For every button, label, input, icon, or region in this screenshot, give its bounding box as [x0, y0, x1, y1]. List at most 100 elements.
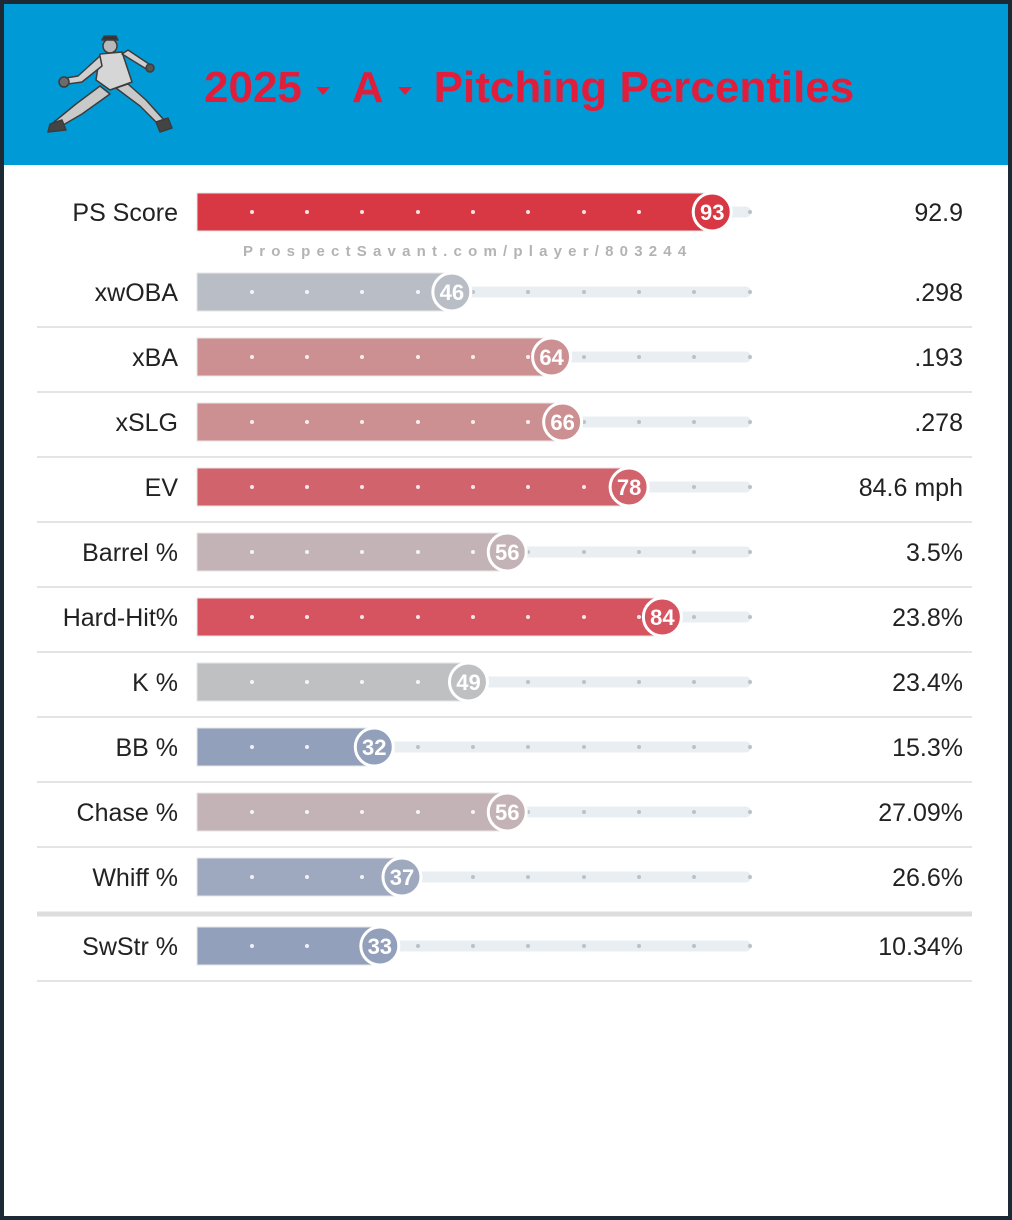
tick-dot — [637, 944, 641, 948]
bar-swstr — [196, 926, 381, 966]
year-selector[interactable]: 2025 — [204, 63, 330, 113]
tick-dot — [360, 210, 364, 214]
year-label: 2025 — [204, 63, 302, 112]
tick-dot — [250, 745, 254, 749]
tick-dot — [305, 875, 309, 879]
tick-dot — [360, 290, 364, 294]
level-selector[interactable]: A — [352, 63, 412, 113]
tick-dot — [526, 944, 530, 948]
tick-dot — [360, 680, 364, 684]
tick-dot — [250, 944, 254, 948]
badge-barrel — [486, 531, 528, 573]
tick-dot — [250, 680, 254, 684]
badge-value-hard-hit: 84 — [650, 605, 675, 630]
tick-dot — [305, 290, 309, 294]
tick-dot — [526, 420, 530, 424]
badge-value-xslg: 66 — [550, 410, 574, 435]
tick-dot — [582, 810, 586, 814]
bar-xba — [196, 337, 553, 377]
badge-value-bb: 32 — [362, 735, 386, 760]
header: 2025 A Pitching Percentiles — [4, 4, 1008, 165]
tick-dot — [416, 550, 420, 554]
tick-dot — [471, 944, 475, 948]
badge-whiff — [381, 856, 423, 898]
tick-dot — [582, 680, 586, 684]
badge-xba — [531, 336, 573, 378]
stat-k: 23.4% — [892, 669, 963, 697]
stat-chase: 27.09% — [878, 799, 963, 827]
tick-dot — [526, 680, 530, 684]
tick-dot — [748, 550, 752, 554]
tick-dot — [748, 210, 752, 214]
tick-dot — [305, 485, 309, 489]
stat-ps-score: 92.9 — [914, 199, 963, 227]
tick-dot — [360, 810, 364, 814]
badge-ps-score — [691, 191, 733, 233]
tick-dot — [305, 810, 309, 814]
bar-k — [196, 662, 469, 702]
tick-dot — [748, 420, 752, 424]
bar-xslg — [196, 402, 564, 442]
tick-dot — [416, 290, 420, 294]
tick-dot — [748, 810, 752, 814]
stat-swstr: 10.34% — [878, 933, 963, 961]
tick-dot — [250, 615, 254, 619]
tick-dot — [416, 810, 420, 814]
tick-dot — [360, 615, 364, 619]
tick-dot — [692, 355, 696, 359]
tick-dot — [582, 944, 586, 948]
tick-dot — [582, 550, 586, 554]
tick-dot — [360, 485, 364, 489]
tick-dot — [748, 745, 752, 749]
tick-dot — [637, 745, 641, 749]
tick-dot — [692, 875, 696, 879]
tick-dot — [637, 680, 641, 684]
bar-barrel — [196, 532, 508, 572]
tick-dot — [526, 210, 530, 214]
chevron-down-icon — [315, 87, 330, 95]
tick-dot — [471, 210, 475, 214]
badge-bb — [353, 726, 395, 768]
tick-dot — [360, 420, 364, 424]
level-label: A — [351, 63, 384, 112]
label-chase: Chase % — [77, 799, 178, 827]
tick-dot — [471, 875, 475, 879]
tick-dot — [692, 420, 696, 424]
tick-dot — [250, 290, 254, 294]
tick-dot — [748, 615, 752, 619]
tick-dot — [416, 944, 420, 948]
label-ps-score: PS Score — [72, 199, 178, 227]
tick-dot — [526, 290, 530, 294]
label-barrel: Barrel % — [82, 539, 178, 567]
page-title: 2025 A Pitching Percentiles — [204, 56, 854, 120]
tick-dot — [416, 210, 420, 214]
tick-dot — [526, 875, 530, 879]
tick-dot — [305, 745, 309, 749]
tick-dot — [305, 355, 309, 359]
bar-xwoba — [196, 272, 453, 312]
tick-dot — [416, 615, 420, 619]
label-xslg: xSLG — [115, 409, 178, 437]
tick-dot — [471, 615, 475, 619]
tick-dot — [748, 355, 752, 359]
tick-dot — [360, 355, 364, 359]
stat-hard-hit: 23.8% — [892, 604, 963, 632]
tick-dot — [582, 875, 586, 879]
tick-dot — [416, 355, 420, 359]
tick-dot — [637, 810, 641, 814]
tick-dot — [360, 875, 364, 879]
badge-value-xba: 64 — [539, 345, 564, 370]
chevron-down-icon — [397, 87, 412, 95]
stat-ev: 84.6 mph — [859, 474, 963, 502]
badge-xwoba — [431, 271, 473, 313]
badge-value-swstr: 33 — [368, 934, 392, 959]
bar-whiff — [196, 857, 403, 897]
badge-value-xwoba: 46 — [440, 280, 464, 305]
tick-dot — [748, 944, 752, 948]
tick-dot — [416, 745, 420, 749]
label-whiff: Whiff % — [92, 864, 178, 892]
tick-dot — [637, 420, 641, 424]
tick-dot — [305, 944, 309, 948]
label-xba: xBA — [132, 344, 178, 372]
